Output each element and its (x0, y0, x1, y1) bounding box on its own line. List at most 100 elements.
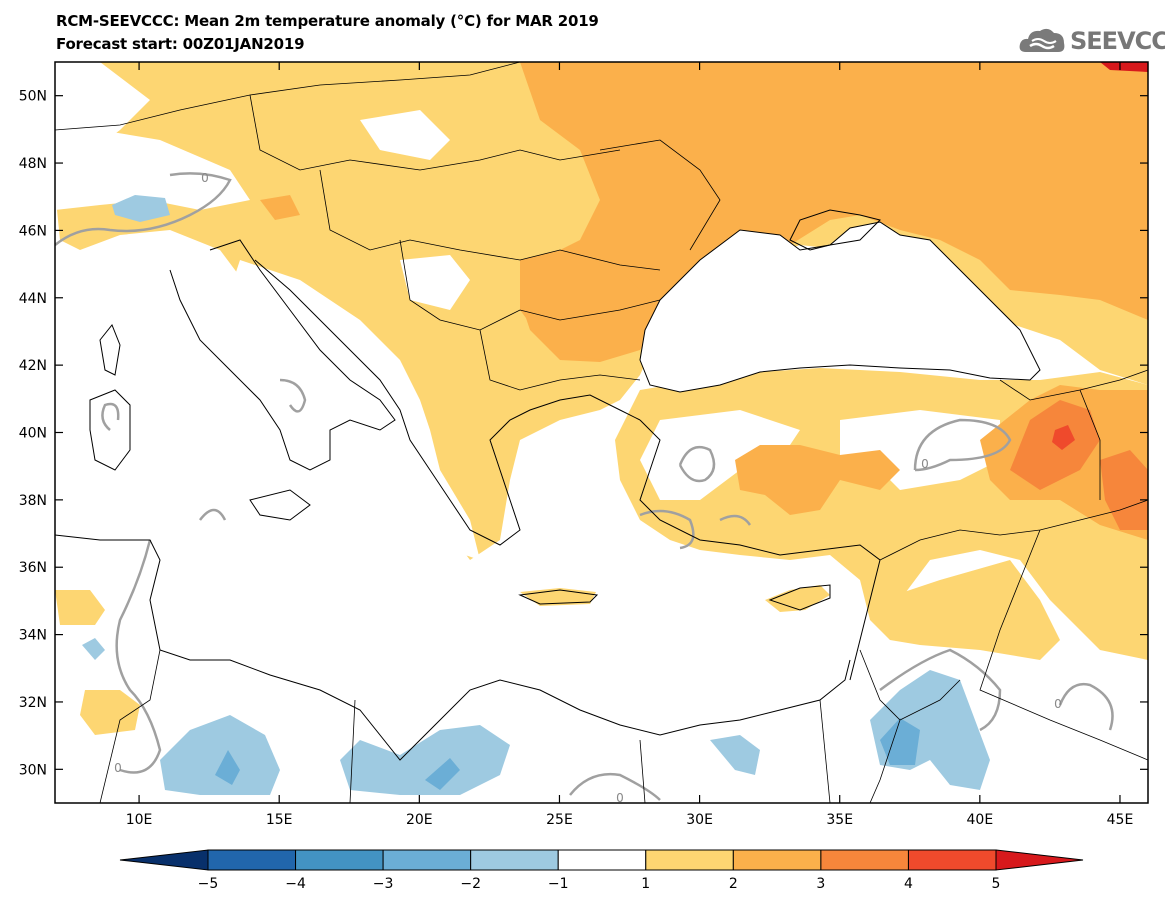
balkan-coast (254, 259, 641, 546)
crete-coast (518, 589, 599, 605)
zero-contour-label: 0 (114, 761, 122, 775)
zero-contour-label: 0 (616, 791, 624, 805)
lat-tick-label: 36N (19, 560, 47, 576)
zero-contour-greece (719, 514, 752, 526)
anomaly-region-1-2-libya-w (80, 690, 140, 735)
colorbar-segment (470, 849, 559, 871)
anomaly-region-5-plus-russia (1100, 62, 1148, 72)
black-sea-coast (639, 221, 1041, 393)
zero-contour-arabia (1058, 682, 1114, 731)
anomaly-region-2-3-turkey (735, 445, 900, 515)
north-africa-coast (55, 534, 851, 761)
colorbar-segment (907, 849, 997, 871)
corsica-coast (99, 324, 121, 376)
zero-contour-label: 0 (1054, 697, 1062, 711)
anomaly-region-2-3-italy (260, 195, 300, 220)
zero-contour-italy (279, 378, 307, 413)
colorbar-segment (732, 849, 822, 871)
cloud-icon (1019, 28, 1065, 52)
anomaly-fill-layer (55, 62, 1148, 803)
colorbar-extend-low (119, 849, 209, 871)
anomaly-region-neg-1-2-tunis (82, 638, 105, 660)
lon-tick-label: 20E (406, 812, 433, 828)
colorbar-segment (645, 849, 734, 871)
zero-contour-tunisia (115, 539, 162, 774)
anomaly-hole-turkey-c (640, 410, 800, 500)
italy-coast (169, 239, 396, 471)
zero-contour-alps (55, 172, 232, 246)
anomaly-hole-alps (55, 130, 250, 210)
anomaly-region-neg-2-3-jordan (880, 718, 920, 765)
zero-contour-label: 0 (201, 171, 209, 185)
zero-contour-turkey-s (639, 509, 695, 550)
forecast-start-subtitle: Forecast start: 00Z01JAN2019 (56, 35, 305, 53)
colorbar-level-label: −2 (460, 876, 481, 892)
map-title: RCM-SEEVCCC: Mean 2m temperature anomaly… (56, 12, 599, 30)
colorbar-level-label: 2 (728, 876, 738, 892)
lat-tick-label: 34N (19, 628, 47, 644)
crimea-coast (789, 209, 881, 251)
colorbar-level-label: 4 (903, 876, 913, 892)
anomaly-region-neg-2-3-cyrenaica (425, 758, 460, 790)
zero-contour-crete (199, 508, 227, 521)
colorbar-segment (295, 849, 384, 871)
anomaly-region-3-4-iran (1100, 450, 1148, 530)
anatolia-coast (639, 419, 881, 681)
lon-tick-label: 40E (967, 812, 994, 828)
zero-contour-labels: 0 0 0 0 0 (114, 171, 1062, 805)
anomaly-region-1-2-levant (880, 560, 1060, 660)
anomaly-region-neg-1-2-egypt (710, 735, 760, 775)
zero-contour-levant (879, 648, 1002, 732)
zero-contour-turkey-w (678, 445, 716, 483)
lon-tick-label: 25E (546, 812, 573, 828)
lon-tick-label: 35E (826, 812, 853, 828)
colorbar-level-label: 5 (991, 876, 1001, 892)
colorbar-segment (820, 849, 909, 871)
anomaly-region-3-4-caucasus (1010, 400, 1100, 490)
anomaly-hole-adriatic (230, 260, 480, 560)
anomaly-region-neg-1-2-libya (160, 715, 280, 795)
sardinia-coast (89, 389, 131, 471)
colorbar-segment (207, 849, 297, 871)
lat-tick-label: 32N (19, 695, 47, 711)
lat-tick-label: 46N (19, 223, 47, 239)
anomaly-region-neg-2-3-libya (215, 750, 240, 785)
anomaly-region-1-2-tunisia (55, 590, 105, 625)
colorbar-level-label: −4 (285, 876, 306, 892)
zero-contour-label: 0 (921, 457, 929, 471)
seevccc-logo: SEEVCCC (1018, 22, 1165, 58)
sicily-coast (249, 489, 311, 521)
lat-tick-label: 38N (19, 493, 47, 509)
lat-tick-label: 44N (19, 291, 47, 307)
lon-tick-label: 45E (1107, 812, 1134, 828)
cyprus-coast (768, 584, 831, 611)
zero-contours (55, 172, 1114, 801)
border-lines (55, 62, 1148, 803)
axis-ticks: 10E 15E 20E 25E 30E 35E 40E 45E 50N 48N 46N 44N 42N 4… (19, 62, 1148, 828)
anomaly-region-1-2-cyprus (765, 585, 830, 612)
anomaly-region-neg-1-2-cyrenaica (340, 725, 510, 795)
lon-tick-label: 10E (126, 812, 153, 828)
lon-tick-label: 15E (266, 812, 293, 828)
colorbar-segment (382, 849, 472, 871)
logo-text: SEEVCCC (1070, 27, 1165, 55)
colorbar (119, 849, 1084, 871)
anomaly-hole-central (360, 110, 450, 160)
colorbar-segment (557, 849, 647, 871)
colorbar-extend-high (995, 849, 1084, 871)
colorbar-level-label: 3 (816, 876, 826, 892)
lat-tick-label: 30N (19, 762, 47, 778)
anomaly-region-2-3-romania (520, 250, 650, 360)
anomaly-region-neg-1-2-alps (112, 195, 170, 222)
lat-tick-label: 50N (19, 89, 47, 105)
colorbar-level-label: 1 (641, 876, 651, 892)
colorbar-level-label: −1 (547, 876, 569, 892)
anomaly-region-4-5-armenia (1052, 425, 1075, 450)
lat-tick-label: 40N (19, 426, 47, 442)
colorbar-level-label: −3 (372, 876, 394, 892)
lon-tick-label: 30E (686, 812, 713, 828)
zero-contour-egypt (569, 772, 661, 801)
colorbar-level-label: −5 (197, 876, 219, 892)
anomaly-hole-pannonia (400, 255, 470, 310)
